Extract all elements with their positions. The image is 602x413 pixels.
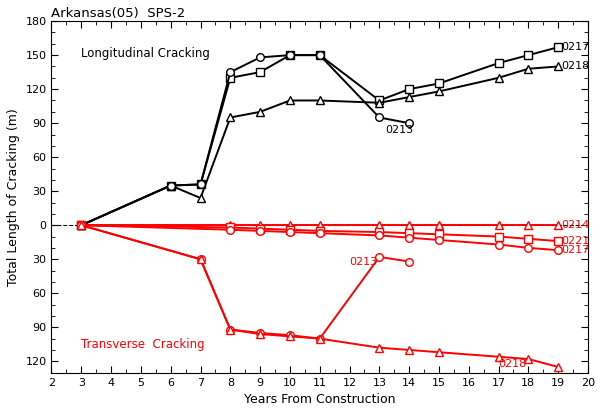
Text: 0221: 0221 bbox=[561, 236, 589, 246]
X-axis label: Years From Construction: Years From Construction bbox=[244, 393, 396, 406]
Text: Arkansas(05)  SPS-2: Arkansas(05) SPS-2 bbox=[52, 7, 186, 20]
Y-axis label: Total Length of Cracking (m): Total Length of Cracking (m) bbox=[7, 108, 20, 286]
Text: 0217: 0217 bbox=[561, 245, 589, 255]
Text: 0213: 0213 bbox=[350, 256, 377, 266]
Text: Transverse  Cracking: Transverse Cracking bbox=[81, 338, 205, 351]
Text: 0218: 0218 bbox=[561, 62, 589, 71]
Text: Longitudinal Cracking: Longitudinal Cracking bbox=[81, 47, 210, 60]
Text: 0214: 0214 bbox=[561, 220, 589, 230]
Text: 0213: 0213 bbox=[385, 125, 414, 135]
Text: 0217: 0217 bbox=[561, 42, 589, 52]
Text: 0218: 0218 bbox=[498, 358, 527, 368]
